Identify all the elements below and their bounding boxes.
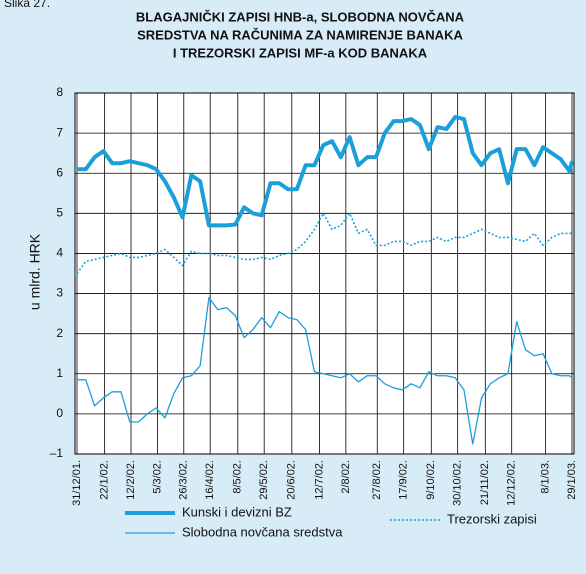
x-tick-label: 12/12/02. [506, 460, 518, 506]
x-tick-label: 5/3/02. [151, 460, 163, 494]
y-tick-label: 4 [56, 246, 63, 260]
y-tick-label: 8 [56, 85, 63, 99]
x-tick-label: 12/7/02. [313, 460, 325, 500]
y-tick-label: 5 [56, 206, 63, 220]
y-tick-label: –1 [50, 446, 64, 460]
legend-label: Slobodna novčana sredstva [182, 524, 343, 539]
legend-label: Trezorski zapisi [447, 511, 537, 526]
figure-label: Slika 27. [4, 0, 50, 10]
x-tick-label: 20/6/02. [286, 460, 298, 500]
y-tick-label: 0 [56, 406, 63, 420]
y-tick-label: 1 [56, 366, 63, 380]
x-tick-label: 21/11/02. [479, 460, 491, 505]
x-tick-label: 8/5/02. [232, 460, 244, 494]
x-tick-label: 22/1/02. [99, 460, 111, 500]
x-tick-label: 30/10/02. [452, 460, 464, 506]
y-tick-label: 7 [56, 125, 63, 139]
y-tick-label: 2 [56, 326, 63, 340]
x-tick-label: 31/12/01. [71, 460, 83, 506]
x-tick-label: 12/2/02. [125, 460, 137, 500]
y-tick-label: 6 [56, 165, 63, 179]
x-tick-label: 9/10/02. [425, 460, 437, 500]
chart-title: I TREZORSKI ZAPISI MF-a KOD BANAKA [173, 45, 428, 60]
series-line [76, 212, 572, 274]
x-tick-label: 27/8/02. [371, 460, 383, 500]
chart-title: BLAGAJNIČKI ZAPISI HNB-a, SLOBODNA NOVČA… [136, 9, 465, 24]
y-tick-label: 3 [56, 286, 63, 300]
x-tick-label: 29/5/02. [258, 460, 270, 500]
series-line [77, 296, 573, 445]
x-tick-label: 29/1/03. [566, 460, 578, 500]
legend-label: Kunski i devizni BZ [182, 504, 292, 519]
x-tick-label: 26/3/02. [178, 460, 190, 500]
chart-title: SREDSTVA NA RAČUNIMA ZA NAMIRENJE BANAKA [137, 27, 463, 42]
x-tick-label: 2/8/02. [340, 460, 352, 494]
x-tick-label: 16/4/02. [204, 460, 216, 500]
x-tick-label: 8/1/03. [540, 460, 552, 494]
x-tick-label: 17/9/02. [398, 460, 410, 500]
y-axis-label: u mlrd. HRK [27, 233, 43, 310]
series-line [77, 115, 574, 228]
